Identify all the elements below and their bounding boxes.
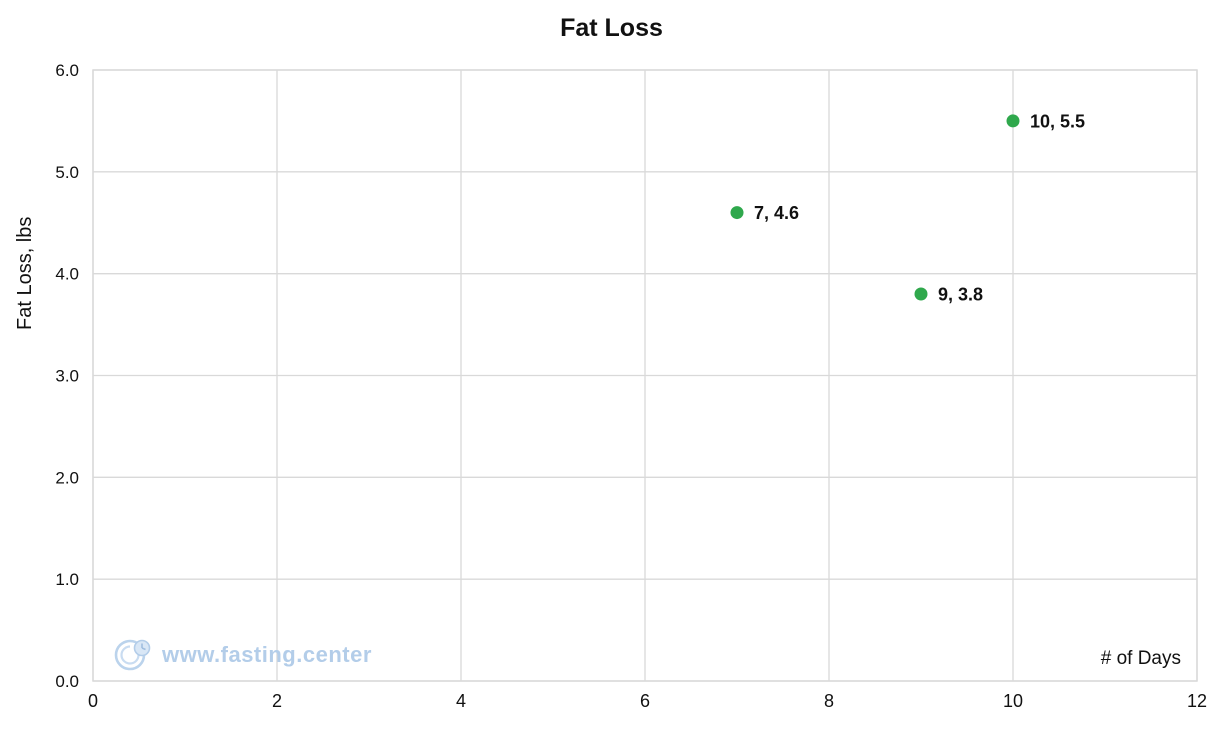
x-tick-label: 8 [824,691,834,711]
x-axis-title: # of Days [1098,648,1183,670]
y-tick-label: 2.0 [55,468,79,487]
y-tick-label: 0.0 [55,672,79,691]
x-tick-label: 6 [640,691,650,711]
data-point-label: 7, 4.6 [754,203,799,223]
x-tick-label: 10 [1003,691,1023,711]
data-point-label: 9, 3.8 [938,285,983,305]
y-tick-label: 1.0 [55,570,79,589]
watermark: www.fasting.center [112,636,372,674]
x-tick-label: 0 [88,691,98,711]
data-point [1006,114,1020,128]
y-tick-label: 3.0 [55,367,79,386]
y-tick-label: 6.0 [55,61,79,80]
x-tick-label: 2 [272,691,282,711]
y-tick-label: 5.0 [55,163,79,182]
x-tick-label: 12 [1187,691,1207,711]
y-tick-label: 4.0 [55,265,79,284]
data-point-label: 10, 5.5 [1030,111,1085,131]
data-point [730,206,744,220]
chart-title: Fat Loss [560,14,663,42]
plot-border [92,69,1198,682]
watermark-text: www.fasting.center [162,642,372,667]
data-point [914,287,928,301]
x-tick-label: 4 [456,691,466,711]
fasting-clock-logo-icon [114,639,151,671]
